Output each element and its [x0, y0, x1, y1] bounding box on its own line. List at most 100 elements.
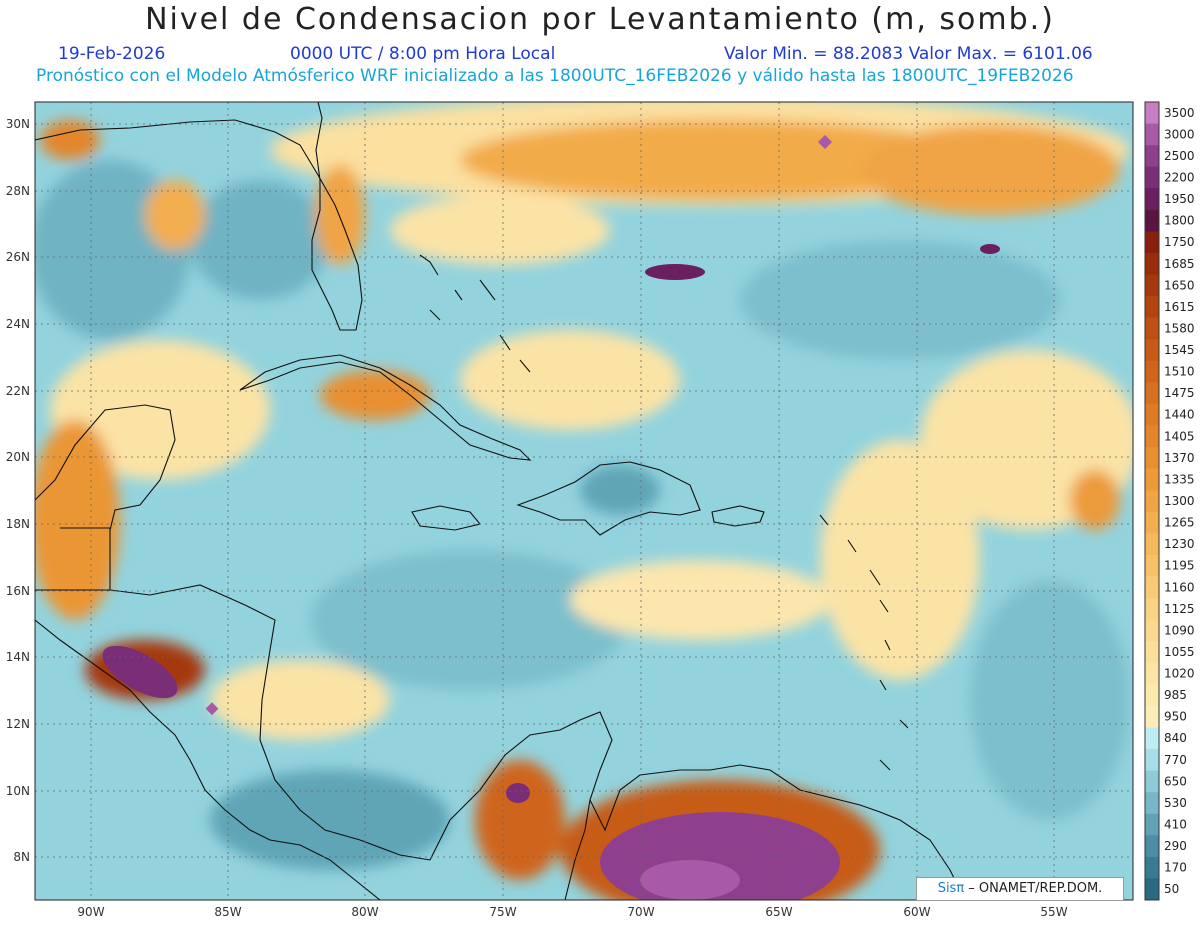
colorbar-swatch — [1145, 576, 1159, 599]
colorbar-label: 1750 — [1164, 235, 1195, 249]
lon-label: 85W — [214, 905, 241, 919]
colorbar-label: 840 — [1164, 731, 1187, 745]
colorbar-label: 1300 — [1164, 494, 1195, 508]
colorbar-label: 985 — [1164, 688, 1187, 702]
colorbar-swatch — [1145, 447, 1159, 469]
colorbar-label: 50 — [1164, 882, 1179, 896]
colorbar-label: 1580 — [1164, 321, 1195, 335]
colorbar-label: 1265 — [1164, 516, 1195, 530]
colorbar-swatch — [1145, 382, 1159, 405]
colorbar-swatch — [1145, 813, 1159, 836]
colorbar-label: 1020 — [1164, 667, 1195, 681]
lat-label: 18N — [6, 517, 30, 531]
colorbar-label: 530 — [1164, 796, 1187, 810]
colorbar-label: 1405 — [1164, 429, 1195, 443]
colorbar-label: 1440 — [1164, 408, 1195, 422]
condensation-level-field — [35, 102, 1133, 900]
colorbar-swatch — [1145, 641, 1159, 664]
colorbar-swatch — [1145, 554, 1159, 577]
colorbar-swatch — [1145, 749, 1159, 771]
model-info-label: Pronóstico con el Modelo Atmósferico WRF… — [36, 66, 1074, 86]
colorbar-label: 1195 — [1164, 559, 1195, 573]
lon-label: 75W — [489, 905, 516, 919]
colorbar-label: 1650 — [1164, 278, 1195, 292]
colorbar-label: 410 — [1164, 818, 1187, 832]
colorbar-swatch — [1145, 619, 1159, 642]
colorbar-swatch — [1145, 188, 1159, 211]
colorbar-label: 2200 — [1164, 170, 1195, 184]
colorbar-label: 3500 — [1164, 106, 1195, 120]
lon-label: 80W — [351, 905, 378, 919]
colorbar-label: 1090 — [1164, 623, 1195, 637]
latitude-axis: 30N 28N 26N 24N 22N 20N 18N 16N 14N 12N … — [6, 117, 30, 864]
colorbar-swatch — [1145, 425, 1159, 448]
colorbar-swatch — [1145, 856, 1159, 879]
colorbar-swatch — [1145, 209, 1159, 232]
colorbar-label: 3000 — [1164, 127, 1195, 141]
colorbar-swatch — [1145, 792, 1159, 815]
colorbar-legend: 3500 3000 2500 2200 1950 1800 1750 1685 1650 1615… — [1144, 101, 1195, 901]
colorbar-label: 1230 — [1164, 537, 1195, 551]
lat-label: 14N — [6, 650, 30, 664]
colorbar-swatch — [1145, 317, 1159, 340]
lat-label: 8N — [13, 850, 30, 864]
colorbar-label: 1160 — [1164, 580, 1195, 594]
colorbar-label: 1615 — [1164, 300, 1195, 314]
colorbar-swatch — [1145, 533, 1159, 556]
map-frame — [34, 101, 1134, 901]
credit-text: – ONAMET/REP.DOM. — [964, 881, 1103, 896]
time-label: 0000 UTC / 8:00 pm Hora Local — [290, 44, 556, 64]
graticule — [35, 102, 1133, 900]
colorbar-label: 1685 — [1164, 257, 1195, 271]
lon-label: 90W — [77, 905, 104, 919]
colorbar-label: 1125 — [1164, 602, 1195, 616]
colorbar-swatch — [1145, 296, 1159, 318]
colorbar-swatch — [1145, 878, 1159, 901]
colorbar-label: 2500 — [1164, 149, 1195, 163]
colorbar-swatch — [1145, 339, 1159, 362]
longitude-axis: 90W 85W 80W 75W 70W 65W 60W 55W — [77, 905, 1067, 919]
colorbar-label: 950 — [1164, 710, 1187, 724]
colorbar-swatch — [1145, 684, 1159, 707]
colorbar-swatch — [1145, 166, 1159, 189]
colorbar-swatch — [1145, 662, 1159, 685]
lon-label: 65W — [765, 905, 792, 919]
colorbar-label: 1545 — [1164, 343, 1195, 357]
min-max-label: Valor Min. = 88.2083 Valor Max. = 6101.0… — [724, 44, 1093, 64]
colorbar-swatch — [1145, 123, 1159, 146]
colorbar-label: 1800 — [1164, 214, 1195, 228]
date-label: 19-Feb-2026 — [58, 44, 166, 64]
colorbar-label: 290 — [1164, 839, 1187, 853]
colorbar-label: 1950 — [1164, 192, 1195, 206]
colorbar-swatch — [1145, 705, 1159, 728]
lat-label: 24N — [6, 317, 30, 331]
colorbar-label: 1335 — [1164, 472, 1195, 486]
colorbar-border — [1144, 101, 1160, 901]
colorbar-label: 1475 — [1164, 386, 1195, 400]
colorbar-label: 170 — [1164, 861, 1187, 875]
colorbar-label: 770 — [1164, 753, 1187, 767]
lat-label: 16N — [6, 584, 30, 598]
colorbar-swatch — [1145, 231, 1159, 254]
colorbar-swatch — [1145, 598, 1159, 620]
colorbar-swatch — [1145, 835, 1159, 858]
colorbar-label: 1370 — [1164, 451, 1195, 465]
colorbar-label: 1510 — [1164, 365, 1195, 379]
colorbar-swatch — [1145, 511, 1159, 534]
colorbar-label: 650 — [1164, 774, 1187, 788]
lat-label: 22N — [6, 384, 30, 398]
colorbar-swatch — [1145, 403, 1159, 426]
coastlines — [35, 102, 966, 900]
colorbar-swatch — [1145, 360, 1159, 383]
colorbar-swatch — [1145, 468, 1159, 491]
lon-label: 70W — [627, 905, 654, 919]
lon-label: 55W — [1040, 905, 1067, 919]
colorbar-swatch — [1145, 145, 1159, 168]
colorbar-swatch — [1145, 490, 1159, 513]
credit-box: Sisπ – ONAMET/REP.DOM. — [916, 877, 1124, 901]
colorbar-swatch — [1145, 102, 1159, 124]
colorbar-swatch — [1145, 727, 1159, 750]
lat-label: 12N — [6, 717, 30, 731]
chart-title: Nivel de Condensacion por Levantamiento … — [145, 2, 1055, 37]
